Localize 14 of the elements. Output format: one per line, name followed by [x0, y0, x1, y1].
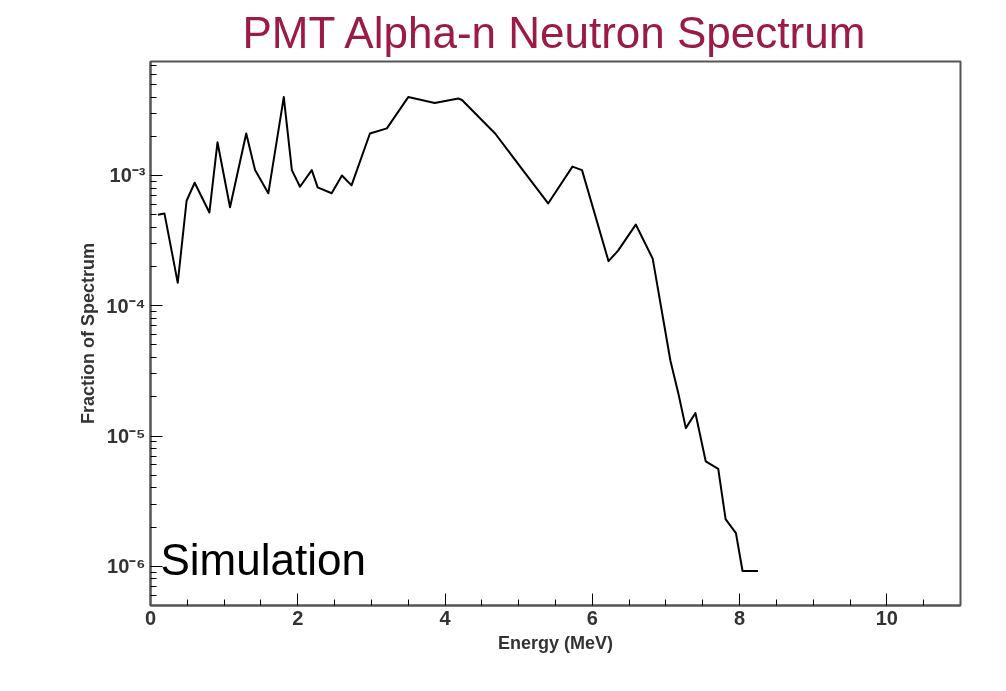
x-tick-label: 10 — [875, 606, 898, 629]
x-tick-label: 8 — [734, 606, 746, 629]
y-tick-label: 10⁻⁴ — [106, 294, 146, 317]
x-tick-label: 4 — [439, 606, 452, 629]
y-tick-label: 10⁻⁶ — [107, 555, 146, 578]
x-tick-label: 6 — [586, 606, 598, 629]
annotation: Simulation — [160, 534, 366, 584]
chart-title: PMT Alpha-n Neutron Spectrum — [242, 7, 866, 57]
y-axis-title: Fraction of Spectrum — [78, 242, 99, 425]
x-tick-label: 2 — [292, 606, 304, 629]
y-tick-label: 10⁻⁵ — [106, 425, 146, 448]
x-tick-label: 0 — [144, 606, 157, 629]
x-axis-title: Energy (MeV) — [497, 632, 614, 653]
y-tick-label: 10⁻³ — [109, 164, 146, 187]
